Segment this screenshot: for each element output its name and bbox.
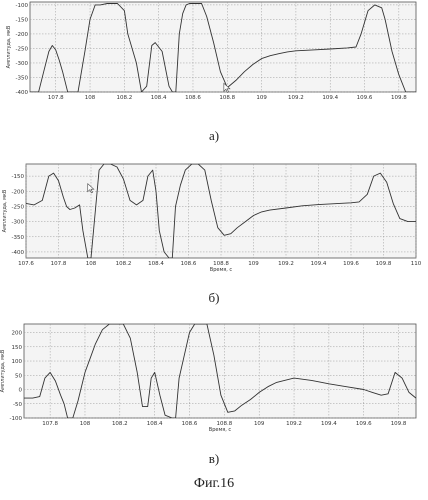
y-tick-label: -150 <box>16 17 29 23</box>
y-tick-label: -100 <box>10 416 23 422</box>
x-tick-label: 107.8 <box>48 95 64 101</box>
x-tick-label: 109.4 <box>321 421 337 427</box>
x-tick-label: 108.2 <box>116 261 132 267</box>
x-tick-label: 109 <box>248 261 259 267</box>
y-tick-label: -200 <box>12 189 25 195</box>
y-tick-label: -300 <box>16 61 29 67</box>
x-tick-label: 109.8 <box>391 421 407 427</box>
amplitude-chart-b: -150 -200 -250 -300 -350 -400 107.6 107.8 108 108… <box>0 160 428 276</box>
x-tick-label: 108 <box>86 261 97 267</box>
y-tick-label: -200 <box>16 32 29 38</box>
x-tick-label: 109 <box>254 421 265 427</box>
panel-label-c: в) <box>0 451 428 467</box>
x-tick-label: 108.4 <box>151 95 167 101</box>
x-tick-label: 108.6 <box>181 261 197 267</box>
x-axis-label: Время, с <box>210 267 233 273</box>
figure-caption: Фиг.16 <box>0 476 428 492</box>
y-tick-label: -150 <box>12 174 25 180</box>
x-tick-label: 109.4 <box>311 261 327 267</box>
y-tick-label: -250 <box>16 46 29 52</box>
y-tick-label: -350 <box>12 235 25 241</box>
y-tick-label: 50 <box>15 373 22 379</box>
y-tick-label: -50 <box>13 402 22 408</box>
x-tick-label: 109.6 <box>356 421 372 427</box>
x-tick-label: 108.2 <box>116 95 132 101</box>
y-tick-label: -300 <box>12 220 25 226</box>
x-tick-label: 109.2 <box>288 95 304 101</box>
x-axis-label: Время, с <box>209 427 232 433</box>
x-tick-label: 109.6 <box>343 261 359 267</box>
x-tick-label: 107.8 <box>42 421 58 427</box>
x-tick-label: 107.8 <box>51 261 67 267</box>
x-tick-label: 108.6 <box>182 421 198 427</box>
x-tick-label: 109.2 <box>286 421 302 427</box>
amplitude-chart-a: -100 -150 -200 -250 -300 -350 -400 107.8 108 108.… <box>0 0 428 108</box>
y-tick-label: 100 <box>12 359 23 365</box>
x-tick-label: 109 <box>256 95 267 101</box>
x-tick-label: 109.8 <box>376 261 392 267</box>
x-tick-label: 109.4 <box>322 95 338 101</box>
x-tick-label: 110 <box>411 261 422 267</box>
y-tick-label: -400 <box>12 250 25 256</box>
y-tick-label: -400 <box>16 90 29 96</box>
panel-label-a: а) <box>0 128 428 144</box>
x-tick-label: 109.2 <box>278 261 294 267</box>
plot-area <box>26 164 416 258</box>
y-tick-label: -250 <box>12 204 25 210</box>
x-tick-label: 109.6 <box>357 95 373 101</box>
x-tick-label: 107.6 <box>18 261 34 267</box>
x-tick-label: 108.2 <box>112 421 128 427</box>
x-tick-label: 109.8 <box>391 95 407 101</box>
y-tick-label: 0 <box>19 388 23 394</box>
x-tick-label: 108 <box>85 95 96 101</box>
y-axis-label: Амплитуда, мкВ <box>0 349 6 392</box>
y-tick-label: -100 <box>16 3 29 9</box>
x-tick-label: 108.4 <box>148 261 164 267</box>
y-axis-label: Амплитуда, мкВ <box>2 189 8 232</box>
amplitude-chart-c: 200 150 100 50 0 -50 -100 107.8 108 108.2 108.4 108… <box>0 320 428 434</box>
x-tick-label: 108.6 <box>185 95 201 101</box>
panel-label-b: б) <box>0 290 428 306</box>
x-tick-label: 108.8 <box>219 95 235 101</box>
x-tick-label: 108 <box>80 421 91 427</box>
y-tick-label: 150 <box>12 345 23 351</box>
x-tick-label: 108.4 <box>147 421 163 427</box>
y-tick-label: -350 <box>16 75 29 81</box>
y-tick-label: 200 <box>12 331 23 337</box>
y-axis-label: Амплитуда, мкВ <box>6 25 12 68</box>
